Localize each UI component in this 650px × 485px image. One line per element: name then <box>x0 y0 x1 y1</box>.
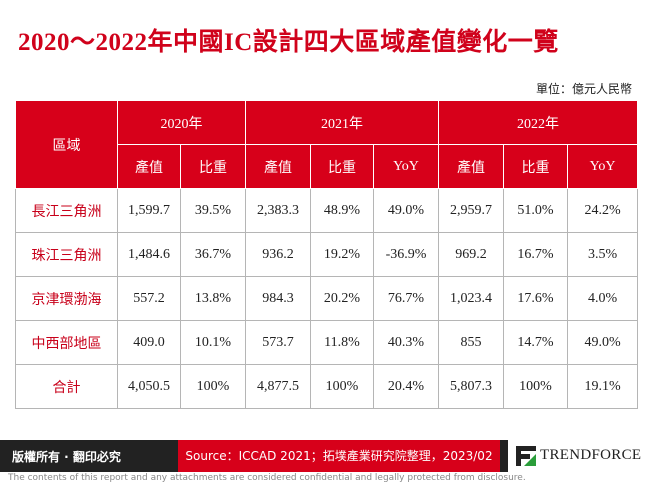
value-cell: 11.8% <box>310 320 374 365</box>
value-cell: 936.2 <box>245 232 311 277</box>
value-cell: 3.5% <box>567 232 639 277</box>
value-cell: 76.7% <box>372 276 440 321</box>
subheader: 產值 <box>117 144 181 189</box>
subheader: 比重 <box>310 144 374 189</box>
region-cell: 京津環渤海 <box>15 276 118 321</box>
unit-note: 單位：億元人民幣 <box>535 82 632 96</box>
value-cell: 100% <box>180 364 246 409</box>
subheader-row: 產值 比重 產值 比重 YoY 產值 比重 YoY <box>16 144 639 189</box>
subheader: YoY <box>567 144 639 189</box>
subheader: 產值 <box>245 144 311 189</box>
value-cell: 40.3% <box>372 320 440 365</box>
value-cell: 1,599.7 <box>117 188 181 233</box>
disclaimer: The contents of this report and any atta… <box>8 473 526 483</box>
value-cell: 19.1% <box>567 364 639 409</box>
subheader: YoY <box>372 144 440 189</box>
region-cell: 珠江三角洲 <box>15 232 118 277</box>
value-cell: 984.3 <box>245 276 311 321</box>
subheader: 比重 <box>180 144 246 189</box>
value-cell: 409.0 <box>117 320 181 365</box>
logo-icon <box>516 446 536 466</box>
source: Source：ICCAD 2021；拓墣產業研究院整理，2023/02 <box>178 440 500 472</box>
value-cell: 1,023.4 <box>438 276 505 321</box>
data-row: 合計 4,050.5 100% 4,877.5 100% 20.4% 5,807.3 100%… <box>15 364 639 409</box>
value-cell: 20.4% <box>372 364 440 409</box>
region-cell: 長江三角洲 <box>15 188 118 233</box>
value-cell: 16.7% <box>503 232 569 277</box>
value-cell: 557.2 <box>117 276 181 321</box>
value-cell: 49.0% <box>372 188 440 233</box>
region-cell: 中西部地區 <box>15 320 118 365</box>
value-cell: 51.0% <box>503 188 569 233</box>
header-row: 區域 2020年 2021年 2022年 <box>15 100 639 189</box>
value-cell: 39.5% <box>180 188 246 233</box>
value-cell: 1,484.6 <box>117 232 181 277</box>
subheader: 產值 <box>438 144 505 189</box>
subheader: 比重 <box>503 144 569 189</box>
region-header: 區域 <box>15 100 118 189</box>
value-cell: 20.2% <box>310 276 374 321</box>
value-cell: 100% <box>310 364 374 409</box>
value-cell: 4,050.5 <box>117 364 181 409</box>
year-header: 2021年 <box>244 100 440 145</box>
footer: 版權所有 · 翻印必究 Source：ICCAD 2021；拓墣產業研究院整理，… <box>0 440 650 472</box>
value-cell: 48.9% <box>310 188 374 233</box>
value-cell: 10.1% <box>180 320 246 365</box>
value-cell: -36.9% <box>372 232 440 277</box>
data-table: 區域 2020年 2021年 2022年 產值 比重 產值 比重 YoY 產值 比重 YoY … <box>15 100 639 409</box>
value-cell: 969.2 <box>438 232 505 277</box>
value-cell: 4,877.5 <box>245 364 311 409</box>
year-header: 2020年 <box>117 100 246 145</box>
value-cell: 855 <box>438 320 505 365</box>
value-cell: 17.6% <box>503 276 569 321</box>
value-cell: 100% <box>503 364 569 409</box>
value-cell: 4.0% <box>567 276 639 321</box>
data-row: 京津環渤海 557.2 13.8% 984.3 20.2% 76.7% 1,023.4 17.… <box>15 276 639 321</box>
value-cell: 2,959.7 <box>438 188 505 233</box>
region-cell: 合計 <box>15 364 118 409</box>
data-row: 中西部地區 409.0 10.1% 573.7 11.8% 40.3% 855 14.7% 49… <box>15 320 639 365</box>
value-cell: 36.7% <box>180 232 246 277</box>
value-cell: 49.0% <box>567 320 639 365</box>
title: 2020～2022年中國IC設計四大區域產值變化一覽 <box>18 29 559 56</box>
logo-text: TRENDFORCE <box>540 447 642 463</box>
copyright: 版權所有 · 翻印必究 <box>12 450 121 464</box>
value-cell: 5,807.3 <box>438 364 505 409</box>
value-cell: 14.7% <box>503 320 569 365</box>
value-cell: 13.8% <box>180 276 246 321</box>
value-cell: 24.2% <box>567 188 639 233</box>
data-row: 珠江三角洲 1,484.6 36.7% 936.2 19.2% -36.9% 969.2 16… <box>15 232 639 277</box>
value-cell: 19.2% <box>310 232 374 277</box>
value-cell: 573.7 <box>245 320 311 365</box>
data-row: 長江三角洲 1,599.7 39.5% 2,383.3 48.9% 49.0% 2,959.… <box>15 188 639 233</box>
logo: TRENDFORCE <box>508 440 650 472</box>
value-cell: 2,383.3 <box>245 188 311 233</box>
year-header: 2022年 <box>438 100 639 145</box>
